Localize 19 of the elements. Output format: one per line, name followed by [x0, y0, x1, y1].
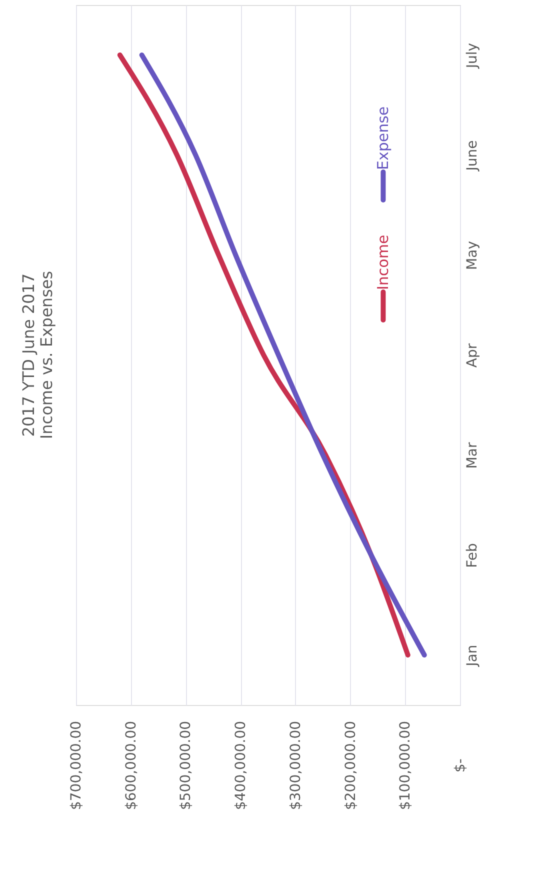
- x-tick-label: $300,000.00: [288, 720, 304, 810]
- x-tick-label: $400,000.00: [233, 720, 250, 810]
- text: Expense: [374, 106, 392, 170]
- x-tick-label: $500,000.00: [178, 720, 194, 810]
- x-tick-label: $700,000.00: [68, 720, 84, 810]
- y-tick-label: Mar: [464, 442, 480, 469]
- y-tick-label: July: [464, 42, 480, 70]
- text: Income vs. Expenses: [37, 270, 56, 440]
- y-tick-label: June: [464, 140, 480, 172]
- text: 2017 YTD June 2017: [19, 273, 38, 437]
- x-tick-label: $-: [452, 758, 468, 772]
- x-tick-label: $100,000.00: [398, 720, 414, 810]
- y-tick-label: May: [464, 241, 480, 270]
- x-tick-label: $600,000.00: [123, 720, 140, 810]
- y-tick-label: Jan: [464, 644, 480, 668]
- y-tick-label: Feb: [464, 543, 480, 568]
- x-tick-label: $200,000.00: [342, 720, 359, 810]
- text: Income: [374, 234, 392, 290]
- y-tick-label: Apr: [464, 343, 480, 368]
